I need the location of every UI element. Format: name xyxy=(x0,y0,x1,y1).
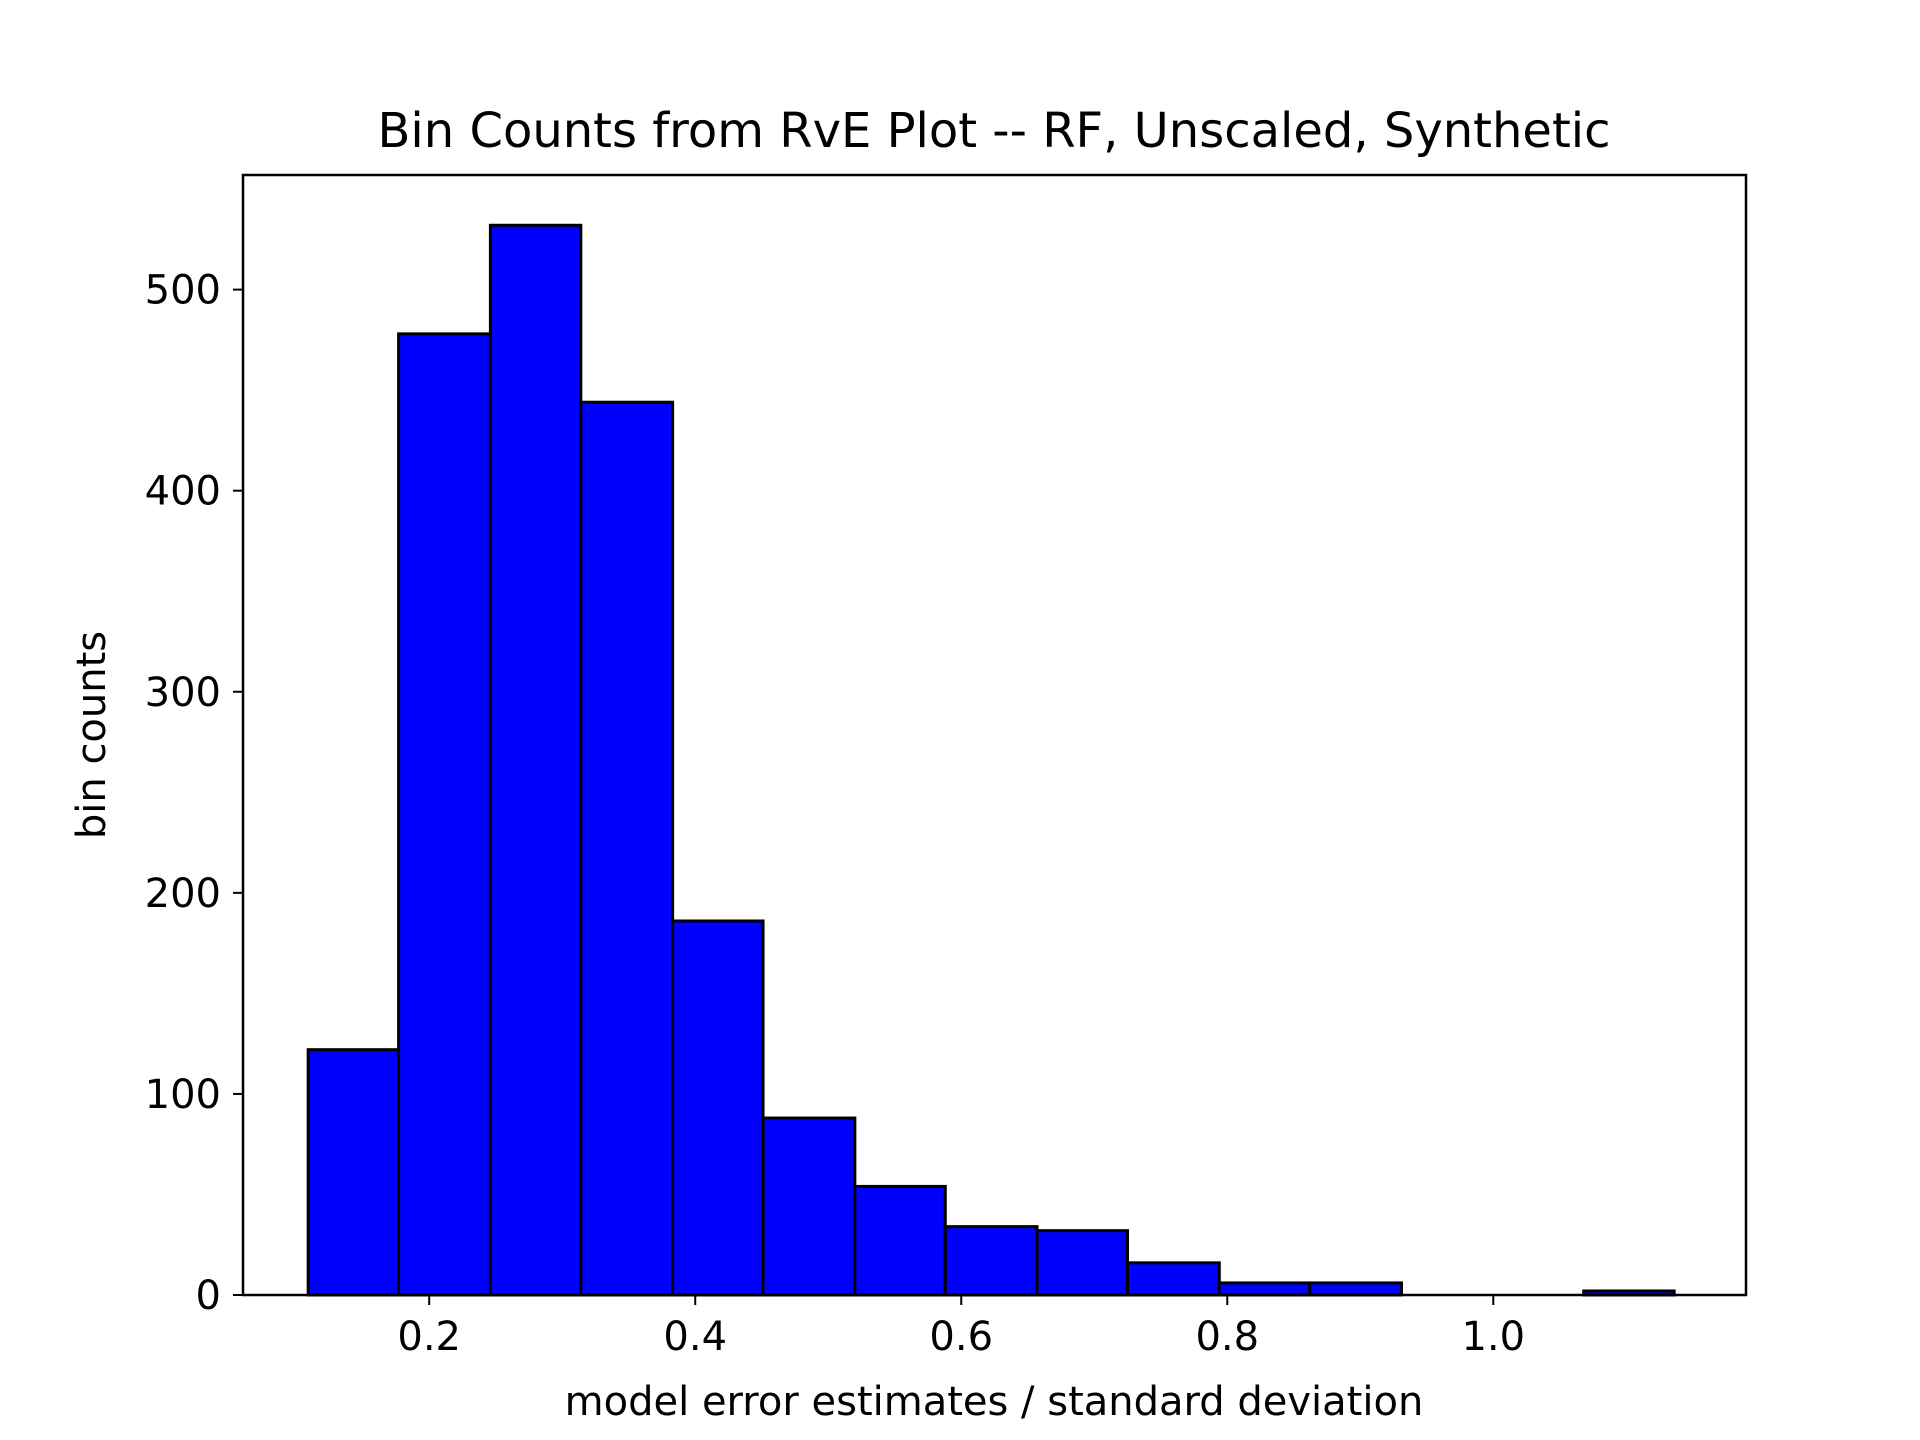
y-tick-label: 200 xyxy=(145,871,221,917)
histogram-bar xyxy=(306,1048,401,1297)
histogram-bar xyxy=(579,400,675,1297)
histogram-bar xyxy=(488,223,583,1297)
y-tick-label: 500 xyxy=(145,268,221,314)
y-tick-label: 400 xyxy=(145,469,221,515)
x-axis-label: model error estimates / standard deviati… xyxy=(565,1379,1424,1425)
x-tick-label: 0.4 xyxy=(663,1314,727,1360)
histogram-bar xyxy=(1217,1281,1312,1297)
y-axis-ticks: 0 100 200 300 400 500 xyxy=(145,268,243,1319)
y-tick-label: 0 xyxy=(196,1273,221,1319)
histogram-bar xyxy=(1308,1281,1404,1297)
histogram-bar xyxy=(1035,1229,1130,1297)
y-tick-label: 300 xyxy=(145,670,221,716)
x-tick-label: 0.8 xyxy=(1195,1314,1259,1360)
x-tick-label: 0.2 xyxy=(397,1314,461,1360)
histogram-bar xyxy=(1126,1261,1221,1297)
histogram-bar xyxy=(397,332,492,1297)
x-axis-ticks: 0.2 0.4 0.6 0.8 1.0 xyxy=(397,1295,1525,1360)
x-tick-label: 1.0 xyxy=(1461,1314,1525,1360)
y-tick-label: 100 xyxy=(145,1072,221,1118)
y-axis-label: bin counts xyxy=(69,631,115,839)
histogram-bar xyxy=(943,1225,1039,1297)
histogram-bar xyxy=(671,919,765,1297)
x-tick-label: 0.6 xyxy=(929,1314,993,1360)
plot-frame xyxy=(241,173,1748,1297)
chart-title: Bin Counts from RvE Plot -- RF, Unscaled… xyxy=(378,103,1611,159)
histogram-bar xyxy=(761,1116,857,1297)
bars-layer xyxy=(306,223,1676,1297)
histogram-bar xyxy=(853,1184,947,1297)
